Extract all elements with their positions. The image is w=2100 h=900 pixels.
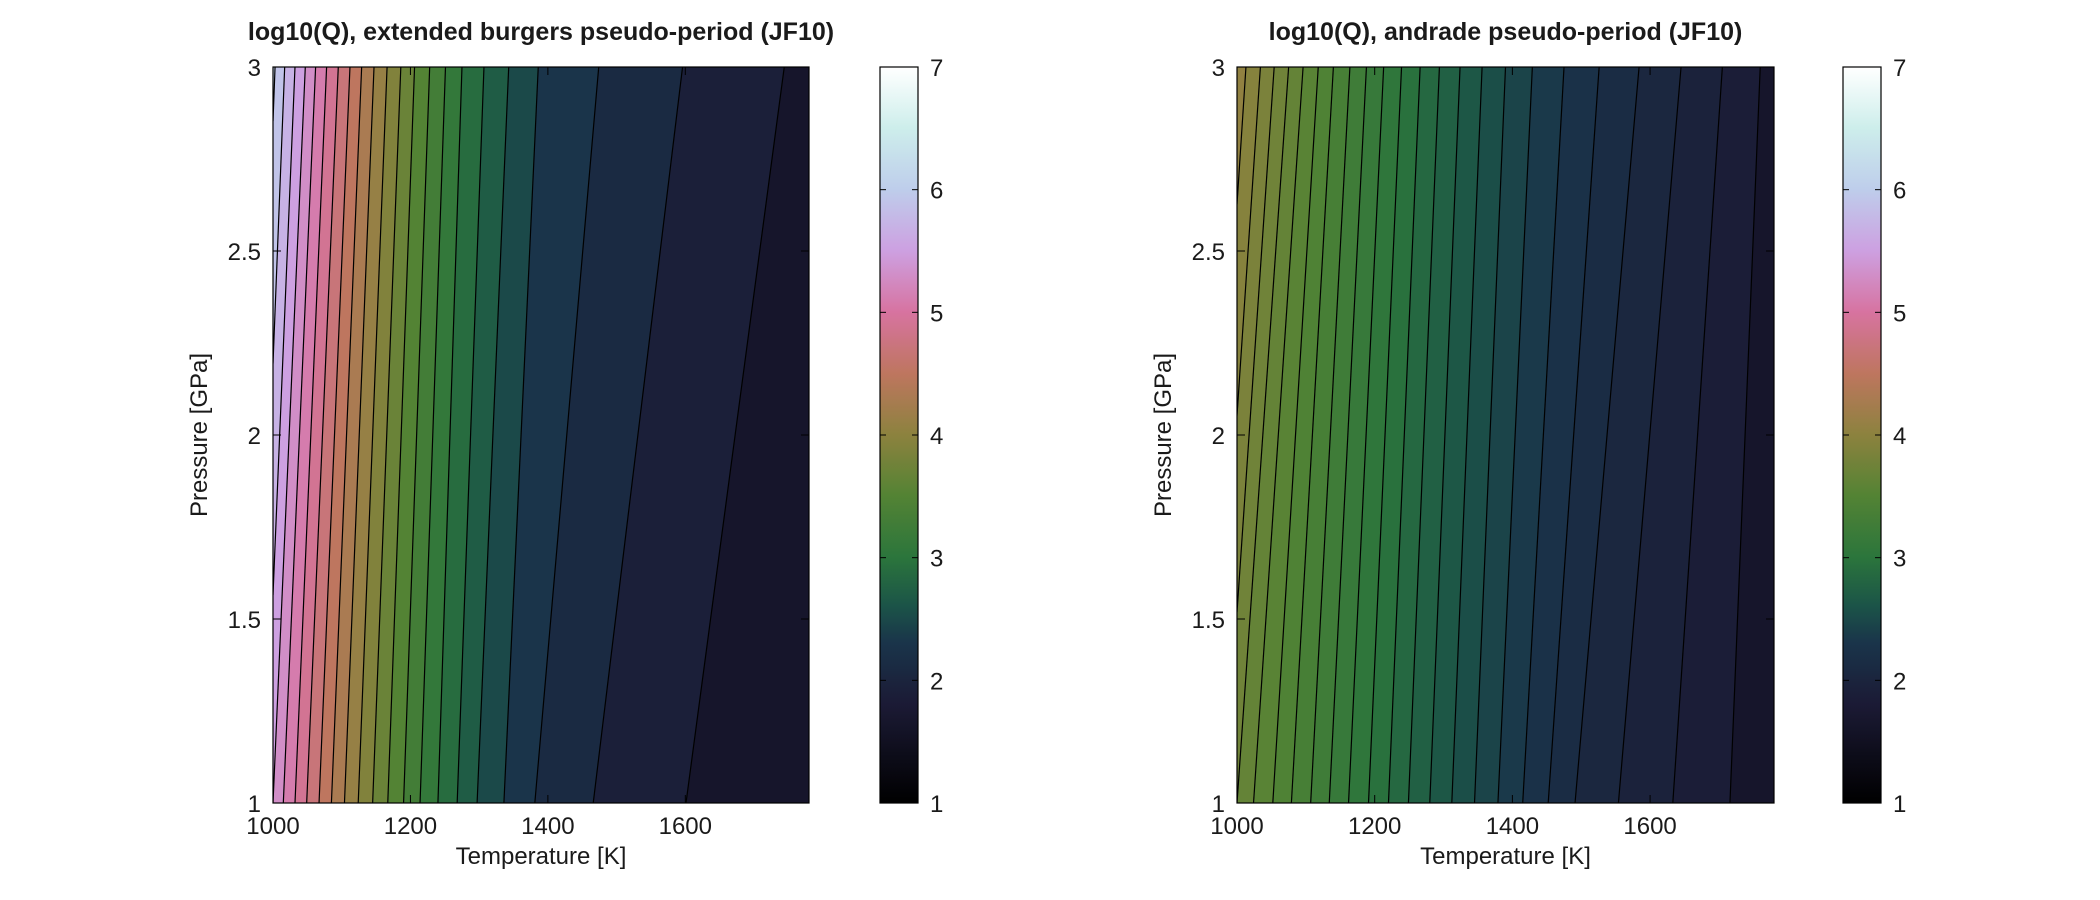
y-axis-label: Pressure [GPa] [186, 353, 213, 517]
x-tick-label: 1600 [659, 813, 712, 840]
band-fill [273, 67, 285, 364]
contour-line [1617, 67, 1682, 803]
y-tick-label: 3 [1212, 55, 1225, 82]
contour-line [1328, 67, 1368, 803]
colorbar-tick-label: 7 [1893, 55, 1906, 82]
contour-line [534, 67, 600, 803]
colorbar-1: 1 2 3 4 5 6 7 [879, 55, 943, 818]
contour-line [419, 67, 447, 803]
x-axis-label: Temperature [K] [1420, 843, 1591, 870]
contour-line [330, 67, 363, 803]
x-tick-label: 1400 [521, 813, 574, 840]
y-tick-label: 1.5 [1192, 607, 1225, 634]
contour-line [357, 67, 388, 803]
colorbar-2: 1 2 3 4 5 6 7 [1842, 55, 1906, 818]
y-tick-label: 2 [1212, 423, 1225, 450]
chart-title: log10(Q), andrade pseudo-period (JF10) [1269, 18, 1743, 46]
x-tick-label: 1000 [246, 813, 299, 840]
contour-line [685, 67, 785, 803]
contour-line [1547, 67, 1600, 803]
colorbar-tick-label: 6 [930, 178, 943, 205]
contour-line [282, 67, 317, 803]
y-axis-label: Pressure [GPa] [1150, 353, 1177, 517]
contour-fills [273, 67, 809, 803]
colorbar-tick-label: 2 [930, 668, 943, 695]
contour-line [1473, 67, 1507, 803]
y-tick-label: 2.5 [228, 239, 261, 266]
y-tick-label: 1 [248, 791, 261, 818]
contour-line [1237, 67, 1275, 613]
contour-line [1272, 67, 1319, 803]
contour-line [1574, 67, 1640, 803]
y-tick-label: 3 [248, 55, 261, 82]
colorbar-tick-label: 1 [930, 791, 943, 818]
contour-line [1451, 67, 1483, 803]
colorbar-tick-label: 5 [1893, 300, 1906, 327]
contour-line [1310, 67, 1351, 803]
contour-line [592, 67, 684, 803]
contour-line [1237, 67, 1262, 416]
colorbar-tick-label: 4 [1893, 423, 1906, 450]
contour-line [273, 67, 306, 803]
contour-line [1290, 67, 1334, 803]
band-fill [273, 67, 316, 803]
x-tick-label: 1000 [1210, 813, 1263, 840]
contour-line [1407, 67, 1441, 803]
contour-fills [1237, 67, 1774, 803]
contour-line [372, 67, 402, 803]
plot-area-1: 1000 1200 1400 1600 1 1.5 2 2.5 3 log10(Q), exten… [186, 18, 834, 870]
contour-line [1347, 67, 1385, 803]
contour-line [503, 67, 539, 803]
colorbar-tick-label: 3 [930, 546, 943, 573]
contour-line [1729, 67, 1761, 803]
colorbar-tick-label: 1 [1893, 791, 1906, 818]
contour-line [1429, 67, 1461, 803]
contour-line [1672, 67, 1723, 803]
contour-line [294, 67, 328, 803]
plot-area-2: 1000 1200 1400 1600 1 1.5 2 2.5 3 log10(Q), andra… [1150, 18, 1775, 870]
contour-line [306, 67, 339, 803]
contour-line [273, 67, 296, 596]
colorbar-tick-label: 2 [1893, 668, 1906, 695]
contour-line [1237, 67, 1247, 205]
contour-line [402, 67, 431, 803]
contour-line [273, 67, 286, 364]
colorbar-tick-label: 6 [1893, 178, 1906, 205]
contour-line [1367, 67, 1403, 803]
contour-line [437, 67, 463, 803]
contour-line [1237, 67, 1290, 803]
x-axis-label: Temperature [K] [456, 843, 627, 870]
x-tick-label: 1400 [1486, 813, 1539, 840]
contour-line [1387, 67, 1421, 803]
colorbar-tick-label: 7 [930, 55, 943, 82]
x-tick-label: 1200 [1348, 813, 1401, 840]
band-fill [273, 67, 276, 122]
contour-line [343, 67, 375, 803]
x-tick-label: 1600 [1623, 813, 1676, 840]
chart-title: log10(Q), extended burgers pseudo-period… [248, 18, 834, 46]
colorbar-tick-label: 5 [930, 300, 943, 327]
y-tick-label: 1.5 [228, 607, 261, 634]
contour-line [387, 67, 416, 803]
contour-line [456, 67, 485, 803]
x-tick-label: 1200 [384, 813, 437, 840]
colorbar-gradient [879, 66, 919, 804]
y-tick-label: 1 [1212, 791, 1225, 818]
colorbar-gradient [1842, 66, 1882, 804]
colorbar-tick-label: 4 [930, 423, 943, 450]
contour-line [476, 67, 510, 803]
colorbar-tick-label: 3 [1893, 546, 1906, 573]
contour-line [1522, 67, 1565, 803]
y-tick-label: 2.5 [1192, 239, 1225, 266]
contour-line [1497, 67, 1533, 803]
contour-line [1252, 67, 1304, 803]
contour-line [318, 67, 351, 803]
y-tick-label: 2 [248, 423, 261, 450]
